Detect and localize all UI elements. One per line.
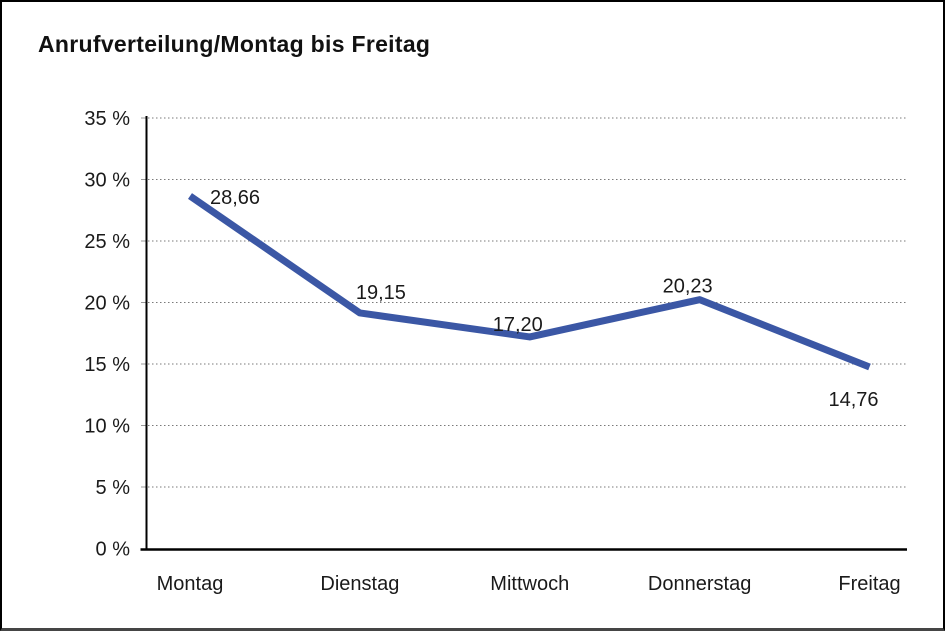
y-tick-label: 0 %: [96, 539, 131, 561]
y-tick-label: 20 %: [84, 293, 130, 315]
x-axis-label: Donnerstag: [648, 573, 751, 595]
y-tick-label: 10 %: [84, 416, 130, 438]
y-tick-label: 35 %: [84, 108, 130, 130]
data-point-label: 20,23: [663, 276, 713, 298]
y-tick-label: 25 %: [84, 231, 130, 253]
x-axis-label: Mittwoch: [490, 573, 569, 595]
chart-title: Anrufverteilung/Montag bis Freitag: [38, 31, 431, 57]
x-axis-label: Dienstag: [320, 573, 399, 595]
y-tick-label: 30 %: [84, 170, 130, 192]
data-point-label: 28,66: [210, 187, 260, 209]
y-tick-label: 5 %: [96, 477, 131, 499]
x-axis-label: Montag: [157, 573, 224, 595]
data-point-label: 14,76: [828, 389, 878, 411]
data-series-line: [188, 193, 871, 371]
x-axis-label: Freitag: [838, 573, 900, 595]
y-tick-label: 15 %: [84, 354, 130, 376]
data-point-label: 19,15: [356, 282, 406, 304]
data-point-label: 17,20: [493, 314, 543, 336]
